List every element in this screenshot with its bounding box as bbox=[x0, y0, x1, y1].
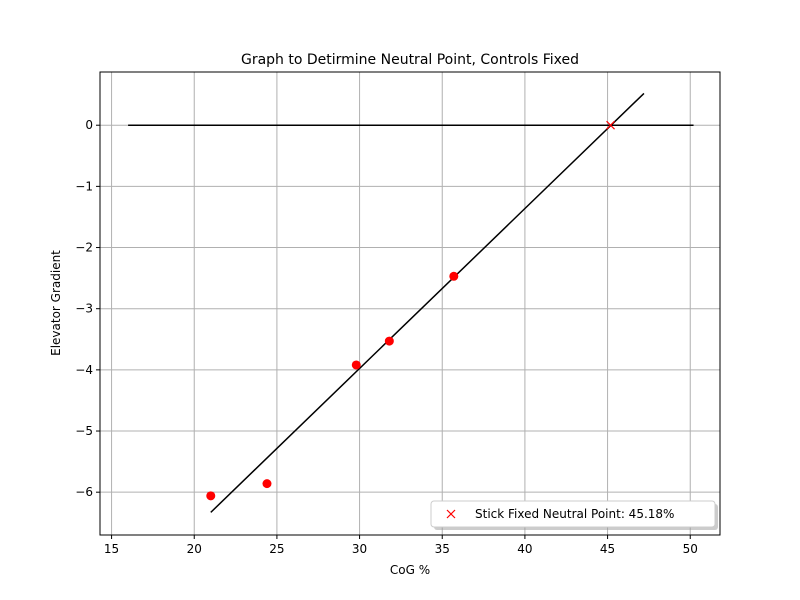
y-tick-label: −1 bbox=[75, 179, 93, 193]
x-tick-label: 40 bbox=[517, 542, 532, 556]
legend-box bbox=[430, 500, 716, 528]
legend-x-symbol bbox=[446, 509, 456, 519]
linear-fit-line bbox=[210, 92, 645, 513]
data-point bbox=[449, 271, 459, 281]
data-point bbox=[351, 360, 361, 370]
plot-marks bbox=[128, 92, 694, 513]
y-tick-label: −5 bbox=[75, 424, 93, 438]
x-axis-ticks: 15 20 25 30 35 40 45 50 bbox=[104, 535, 698, 556]
y-tick-label: −6 bbox=[75, 485, 93, 499]
neutral-point-marker bbox=[606, 120, 615, 130]
x-marker-stroke bbox=[606, 120, 615, 130]
y-axis-ticks: 0 −1 −2 −3 −4 −5 −6 bbox=[75, 118, 100, 499]
y-tick-label: 0 bbox=[85, 118, 93, 132]
x-tick-label: 45 bbox=[600, 542, 615, 556]
data-point bbox=[262, 479, 272, 489]
x-tick-label: 15 bbox=[104, 542, 119, 556]
legend: Stick Fixed Neutral Point: 45.18% bbox=[430, 500, 718, 530]
y-tick-label: −4 bbox=[75, 363, 93, 377]
x-marker-stroke bbox=[446, 509, 456, 519]
x-tick-label: 35 bbox=[435, 542, 450, 556]
x-tick-label: 20 bbox=[187, 542, 202, 556]
y-tick-label: −2 bbox=[75, 241, 93, 255]
x-axis-label: CoG % bbox=[390, 563, 430, 577]
plot-frame bbox=[99, 71, 721, 536]
x-tick-label: 25 bbox=[269, 542, 284, 556]
data-point bbox=[206, 491, 216, 501]
legend-label-neutral-point: Stick Fixed Neutral Point: 45.18% bbox=[475, 507, 674, 521]
y-tick-label: −3 bbox=[75, 302, 93, 316]
chart-title: Graph to Detirmine Neutral Point, Contro… bbox=[241, 52, 579, 68]
legend-marker-x bbox=[446, 509, 456, 519]
y-axis-label: Elevator Gradient bbox=[49, 250, 63, 356]
data-point bbox=[384, 336, 394, 346]
x-tick-label: 50 bbox=[683, 542, 698, 556]
x-tick-label: 30 bbox=[352, 542, 367, 556]
